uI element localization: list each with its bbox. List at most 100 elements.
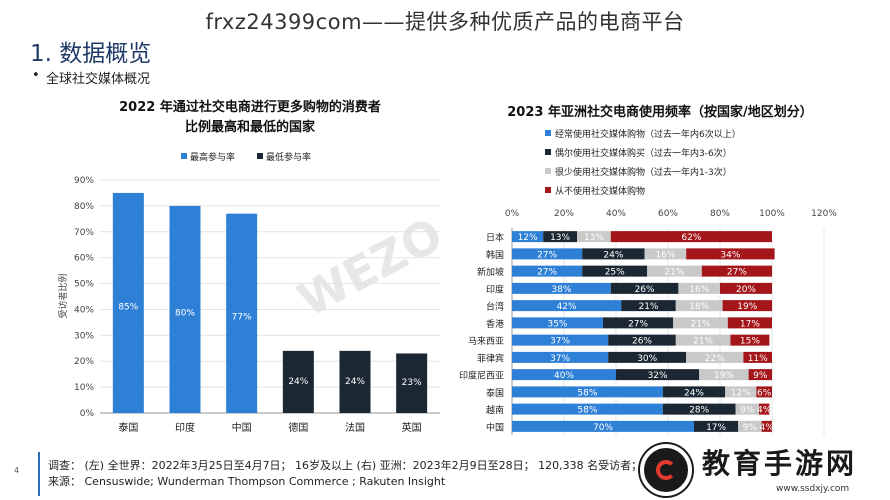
watermark-text: 教育手游网: [702, 447, 858, 480]
legend-swatch: [545, 187, 551, 193]
y-tick-label: 30%: [74, 331, 94, 341]
segment-value-label: 21%: [664, 268, 684, 278]
segment-value-label: 28%: [689, 406, 709, 416]
segment-value-label: 12%: [731, 388, 751, 398]
bar-segment: [675, 334, 731, 346]
y-tick-label: 80%: [74, 202, 94, 212]
bar-segment: [662, 386, 726, 398]
bar-segment: [512, 334, 609, 346]
bar-segment: [673, 317, 728, 329]
y-tick-label: 韩国: [486, 249, 504, 261]
slide-title: 1. 数据概览: [30, 41, 152, 67]
bar: [282, 350, 314, 413]
y-tick-label: 越南: [486, 404, 504, 416]
y-tick-label: 40%: [74, 305, 94, 315]
bar-segment: [543, 231, 577, 243]
left-chart-title-line2: 比例最高和最低的国家: [184, 120, 315, 135]
bar-segment: [582, 248, 645, 260]
bar-value-label: 77%: [232, 312, 252, 322]
y-tick-label: 中国: [486, 421, 504, 433]
footer-accent-bar: [38, 452, 40, 496]
bar-segment: [582, 265, 648, 277]
site-watermark: 教育手游网 www.ssdxjy.com: [630, 438, 890, 500]
segment-value-label: 35%: [547, 319, 567, 329]
bar-segment: [686, 351, 744, 363]
legend-label: 经常使用社交媒体购物（过去一年内6次以上）: [555, 128, 741, 140]
left-chart-title: 2022 年通过社交电商进行更多购物的消费者 比例最高和最低的国家: [60, 98, 440, 138]
segment-value-label: 30%: [637, 354, 657, 364]
y-axis-label: 受访者比例: [57, 273, 69, 318]
watermark-url: www.ssdxjy.com: [776, 484, 850, 494]
y-tick-label: 0%: [80, 409, 95, 419]
bar: [339, 350, 371, 413]
segment-value-label: 37%: [550, 354, 570, 364]
y-tick-label: 70%: [74, 228, 94, 238]
bar-segment: [512, 386, 663, 398]
segment-value-label: 21%: [693, 337, 713, 347]
segment-value-label: 27%: [628, 319, 648, 329]
bar-segment: [512, 403, 663, 415]
segment-value-label: 16%: [655, 250, 675, 260]
segment-value-label: 22%: [705, 354, 725, 364]
y-tick-label: 10%: [74, 383, 94, 393]
segment-value-label: 13%: [584, 233, 604, 243]
bar-segment: [610, 282, 679, 294]
bar: [226, 213, 258, 413]
footer-survey-line: 调查： (左) 全世界：2022年3月25日至4月7日； 16岁及以上 (右) …: [48, 459, 653, 472]
bar-segment: [699, 369, 749, 381]
x-tick-label: 100%: [759, 209, 785, 219]
segment-value-label: 17%: [706, 423, 726, 433]
bullet-text: 全球社交媒体概况: [46, 72, 151, 87]
legend-swatch: [545, 168, 551, 174]
legend-swatch: [545, 130, 551, 136]
bar-segment: [512, 282, 611, 294]
segment-value-label: 27%: [537, 250, 557, 260]
x-tick-label: 中国: [232, 421, 252, 434]
footer-source-line: 来源： Censuswide; Wunderman Thompson Comme…: [48, 475, 446, 488]
bar-segment: [512, 420, 694, 432]
y-tick-label: 60%: [74, 254, 94, 264]
y-tick-label: 泰国: [486, 387, 504, 399]
x-tick-label: 0%: [505, 209, 520, 219]
segment-value-label: 58%: [577, 406, 597, 416]
bar-segment: [678, 282, 720, 294]
bar-segment: [610, 231, 772, 243]
bar-segment: [662, 403, 736, 415]
segment-value-label: 42%: [557, 302, 577, 312]
x-tick-label: 80%: [710, 209, 730, 219]
segment-value-label: 26%: [632, 337, 652, 347]
segment-value-label: 17%: [740, 319, 760, 329]
x-tick-label: 泰国: [118, 421, 138, 434]
segment-value-label: 11%: [748, 354, 768, 364]
x-tick-label: 60%: [658, 209, 678, 219]
bullet-dot: •: [32, 68, 40, 83]
legend-label: 很少使用社交媒体购物（过去一年内1-3次）: [555, 166, 732, 178]
segment-value-label: 4%: [757, 406, 772, 416]
bar-segment: [720, 282, 772, 294]
segment-value-label: 62%: [681, 233, 701, 243]
segment-value-label: 9%: [740, 406, 755, 416]
segment-value-label: 20%: [736, 285, 756, 295]
segment-value-label: 32%: [648, 371, 668, 381]
segment-value-label: 19%: [714, 371, 734, 381]
x-tick-label: 德国: [288, 421, 308, 434]
legend-label: 最高参与率: [190, 151, 235, 163]
bar-value-label: 24%: [288, 377, 308, 387]
bar-segment: [512, 248, 583, 260]
segment-value-label: 26%: [635, 285, 655, 295]
x-tick-label: 印度: [175, 421, 195, 434]
bar-segment: [727, 317, 772, 329]
bar-segment: [577, 231, 611, 243]
y-tick-label: 50%: [74, 280, 94, 290]
bar: [112, 192, 144, 413]
x-tick-label: 20%: [554, 209, 574, 219]
y-tick-label: 菲律宾: [477, 352, 504, 364]
legend-label: 从不使用社交媒体购物: [555, 185, 645, 197]
y-tick-label: 台湾: [486, 301, 504, 313]
segment-value-label: 37%: [550, 337, 570, 347]
page-number: 4: [14, 466, 20, 475]
segment-value-label: 6%: [757, 388, 772, 398]
bar-segment: [761, 420, 772, 432]
bar-segment: [512, 265, 583, 277]
bar-segment: [608, 334, 676, 346]
